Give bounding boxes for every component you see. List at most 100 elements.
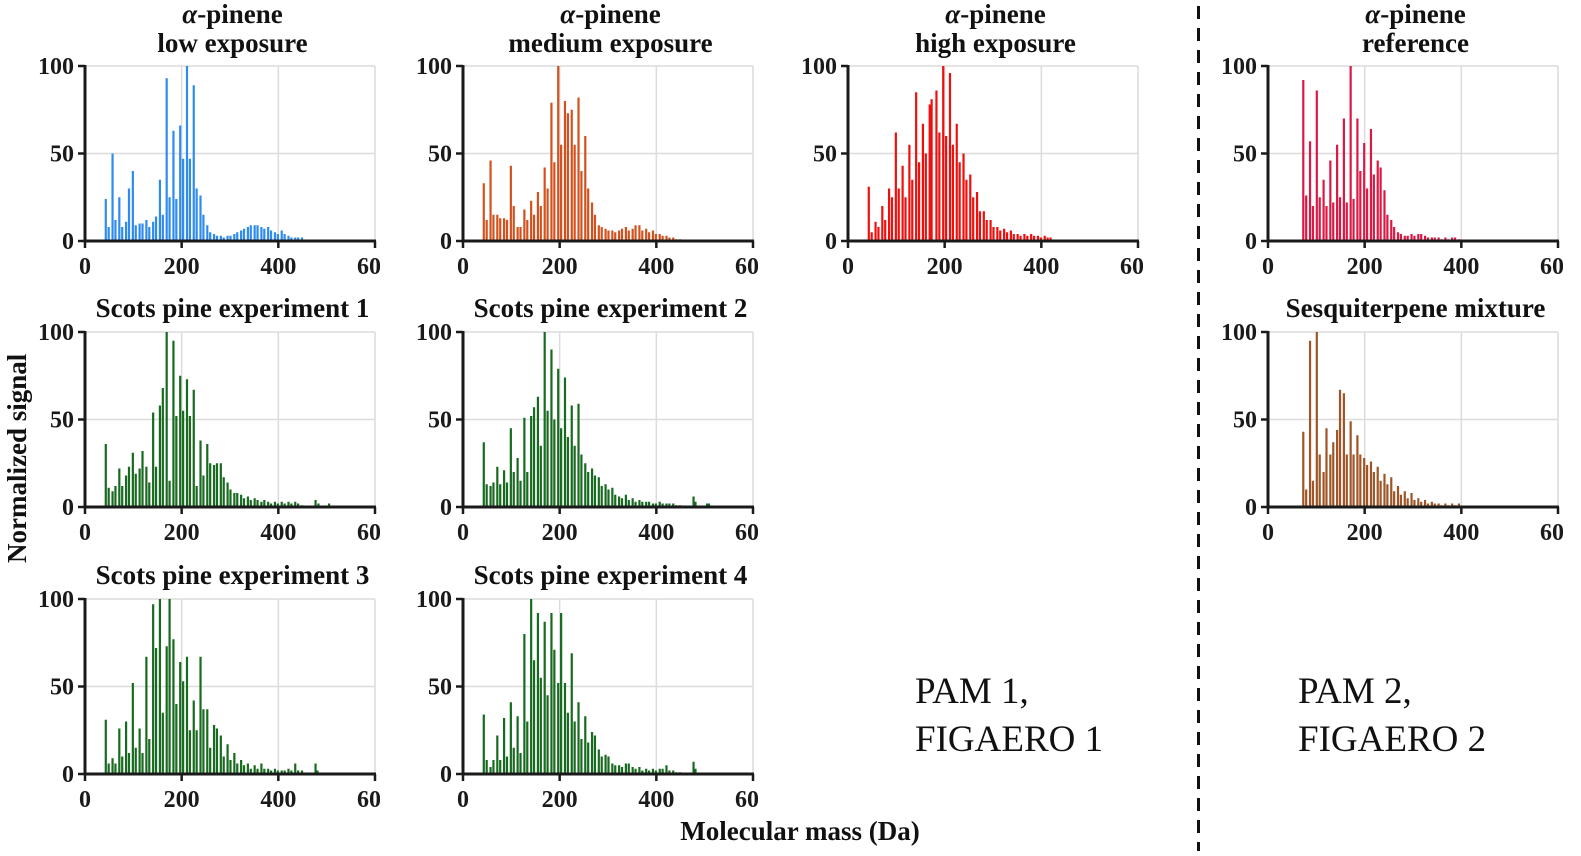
svg-text:50: 50 xyxy=(1233,142,1257,168)
x-axis-label: Molecular mass (Da) xyxy=(680,816,920,846)
svg-text:400: 400 xyxy=(638,787,674,811)
svg-text:600: 600 xyxy=(357,520,380,544)
svg-text:0: 0 xyxy=(440,762,452,788)
title-line-1: α-pinene xyxy=(945,0,1046,29)
svg-text:100: 100 xyxy=(38,591,74,613)
panel-scots-pine-experiment-2: Scots pine experiment 2 0 200 400 600 0 50 100 xyxy=(415,294,758,545)
svg-text:200: 200 xyxy=(164,254,200,278)
svg-text:200: 200 xyxy=(1347,520,1383,544)
svg-text:0: 0 xyxy=(79,254,91,278)
panel-scots-pine-experiment-1: Scots pine experiment 1 0 200 400 600 0 50 100 xyxy=(37,294,380,545)
svg-text:50: 50 xyxy=(428,142,452,168)
panel-title-alpha-pinene-high: α-pinene high exposure xyxy=(800,0,1143,58)
panel-alpha-pinene-high-exposure: α-pinene high exposure 0 200 400 600 0 50 100 xyxy=(800,0,1143,278)
svg-text:600: 600 xyxy=(357,254,380,278)
svg-text:400: 400 xyxy=(638,254,674,278)
panel-title-scots-pine-3: Scots pine experiment 3 xyxy=(37,561,380,591)
svg-text:100: 100 xyxy=(38,58,74,80)
svg-text:0: 0 xyxy=(440,229,452,255)
annotation-line-2: FIGAERO 2 xyxy=(1298,719,1487,760)
spectrum-plot-alpha-pinene-reference: 0 200 400 600 0 50 100 xyxy=(1221,58,1563,278)
svg-text:0: 0 xyxy=(1262,520,1274,544)
annotation-line-2: FIGAERO 1 xyxy=(915,719,1104,760)
annotation-line-1: PAM 1, xyxy=(915,671,1029,712)
svg-text:200: 200 xyxy=(164,787,200,811)
svg-text:600: 600 xyxy=(1540,520,1563,544)
svg-text:200: 200 xyxy=(927,254,963,278)
panel-sesquiterpene-mixture: Sesquiterpene mixture 0 200 400 600 0 50 100 xyxy=(1220,294,1563,545)
panel-title-sesquiterpene-mixture: Sesquiterpene mixture xyxy=(1220,294,1563,324)
spectrum-plot-scots-pine-1: 0 200 400 600 0 50 100 xyxy=(38,324,380,544)
title-line-1: Scots pine experiment 4 xyxy=(473,560,748,590)
svg-text:400: 400 xyxy=(260,520,296,544)
svg-text:200: 200 xyxy=(542,254,578,278)
svg-text:0: 0 xyxy=(842,254,854,278)
title-line-1: α-pinene xyxy=(560,0,661,29)
svg-text:600: 600 xyxy=(735,254,758,278)
svg-text:50: 50 xyxy=(50,675,74,701)
svg-text:200: 200 xyxy=(542,520,578,544)
svg-text:600: 600 xyxy=(1120,254,1143,278)
panel-title-alpha-pinene-medium: α-pinene medium exposure xyxy=(415,0,758,58)
svg-text:600: 600 xyxy=(1540,254,1563,278)
svg-text:200: 200 xyxy=(1347,254,1383,278)
spectrum-plot-alpha-pinene-low: 0 200 400 600 0 50 100 xyxy=(38,58,380,278)
title-line-2: reference xyxy=(1362,28,1469,58)
svg-text:0: 0 xyxy=(457,787,469,811)
panel-title-scots-pine-2: Scots pine experiment 2 xyxy=(415,294,758,324)
svg-text:100: 100 xyxy=(416,324,452,346)
panel-title-scots-pine-1: Scots pine experiment 1 xyxy=(37,294,380,324)
svg-text:600: 600 xyxy=(735,787,758,811)
svg-text:0: 0 xyxy=(62,229,74,255)
svg-text:200: 200 xyxy=(164,520,200,544)
svg-text:0: 0 xyxy=(440,495,452,521)
title-line-2: high exposure xyxy=(915,28,1076,58)
svg-text:50: 50 xyxy=(428,408,452,434)
svg-text:0: 0 xyxy=(62,495,74,521)
svg-text:600: 600 xyxy=(735,520,758,544)
title-line-1: Scots pine experiment 1 xyxy=(95,293,370,323)
panel-scots-pine-experiment-3: Scots pine experiment 3 0 200 400 600 0 50 100 xyxy=(37,561,380,812)
annotation-line-1: PAM 2, xyxy=(1298,671,1412,712)
svg-text:0: 0 xyxy=(1262,254,1274,278)
svg-text:0: 0 xyxy=(825,229,837,255)
title-line-1: Sesquiterpene mixture xyxy=(1285,293,1546,323)
annotation-pam2-figaero2: PAM 2, FIGAERO 2 xyxy=(1298,668,1486,764)
title-line-1: α-pinene xyxy=(1365,0,1466,29)
svg-text:0: 0 xyxy=(62,762,74,788)
panel-alpha-pinene-medium-exposure: α-pinene medium exposure 0 200 400 600 0 50 10… xyxy=(415,0,758,278)
dashed-separator-line xyxy=(1197,6,1200,851)
spectrum-plot-alpha-pinene-high: 0 200 400 600 0 50 100 xyxy=(801,58,1143,278)
panel-title-alpha-pinene-reference: α-pinene reference xyxy=(1220,0,1563,58)
svg-text:600: 600 xyxy=(357,787,380,811)
svg-text:0: 0 xyxy=(79,787,91,811)
svg-text:400: 400 xyxy=(260,254,296,278)
panel-title-scots-pine-4: Scots pine experiment 4 xyxy=(415,561,758,591)
panel-alpha-pinene-reference: α-pinene reference 0 200 400 600 0 50 100 xyxy=(1220,0,1563,278)
svg-text:0: 0 xyxy=(1245,229,1257,255)
svg-text:0: 0 xyxy=(1245,495,1257,521)
svg-text:50: 50 xyxy=(813,142,837,168)
title-line-2: medium exposure xyxy=(508,28,713,58)
svg-text:100: 100 xyxy=(416,58,452,80)
svg-text:50: 50 xyxy=(50,142,74,168)
panel-title-alpha-pinene-low: α-pinene low exposure xyxy=(37,0,380,58)
svg-text:100: 100 xyxy=(1221,324,1257,346)
svg-text:400: 400 xyxy=(1443,254,1479,278)
svg-text:400: 400 xyxy=(1443,520,1479,544)
svg-text:100: 100 xyxy=(1221,58,1257,80)
svg-text:400: 400 xyxy=(1023,254,1059,278)
y-axis-label: Normalized signal xyxy=(2,353,32,563)
svg-text:100: 100 xyxy=(801,58,837,80)
panel-alpha-pinene-low-exposure: α-pinene low exposure 0 200 400 600 0 50 100 xyxy=(37,0,380,278)
svg-text:100: 100 xyxy=(38,324,74,346)
svg-text:400: 400 xyxy=(260,787,296,811)
svg-text:50: 50 xyxy=(50,408,74,434)
title-line-2: low exposure xyxy=(157,28,308,58)
svg-text:400: 400 xyxy=(638,520,674,544)
svg-text:100: 100 xyxy=(416,591,452,613)
annotation-pam1-figaero1: PAM 1, FIGAERO 1 xyxy=(915,668,1103,764)
svg-text:200: 200 xyxy=(542,787,578,811)
svg-text:0: 0 xyxy=(457,520,469,544)
